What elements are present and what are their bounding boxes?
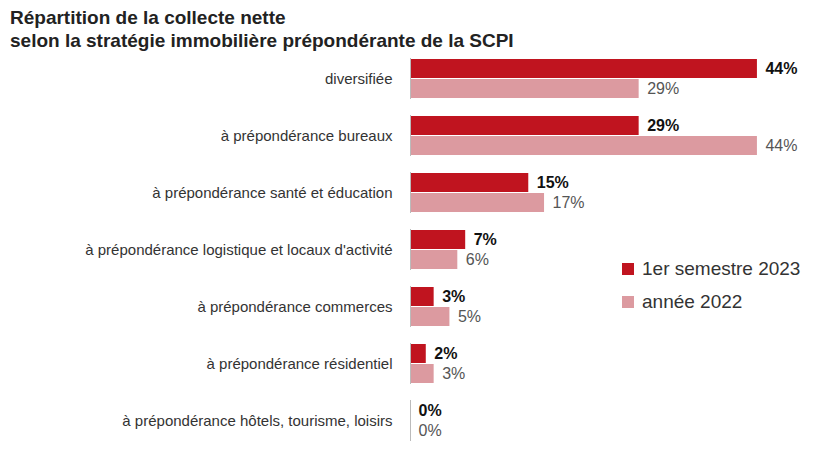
svg-text:29%: 29% (647, 117, 679, 134)
svg-text:44%: 44% (765, 60, 797, 77)
svg-text:2%: 2% (434, 345, 457, 362)
svg-text:à prépondérance hôtels, touris: à prépondérance hôtels, tourisme, loisir… (122, 412, 392, 429)
html-text:année 2022: année 2022 (642, 290, 743, 312)
svg-text:17%: 17% (553, 194, 585, 211)
svg-text:44%: 44% (765, 137, 797, 154)
svg-text:diversifiée: diversifiée (325, 70, 393, 87)
svg-text:0%: 0% (419, 422, 442, 439)
svg-text:15%: 15% (537, 174, 569, 191)
svg-text:à prépondérance commerces: à prépondérance commerces (197, 298, 392, 315)
svg-text:3%: 3% (442, 365, 465, 382)
svg-text:6%: 6% (466, 251, 489, 268)
svg-text:3%: 3% (442, 288, 465, 305)
svg-text:0%: 0% (419, 402, 442, 419)
svg-text:7%: 7% (474, 231, 497, 248)
html-text:1er semestre 2023: 1er semestre 2023 (642, 257, 801, 279)
svg-text:à prépondérance santé et éduca: à prépondérance santé et éducation (152, 184, 392, 201)
svg-text:à prépondérance logistique et: à prépondérance logistique et locaux d'a… (85, 241, 392, 258)
html-text:Répartition de la collecte net: Répartition de la collecte nette selon l… (10, 7, 514, 51)
svg-text:à prépondérance résidentiel: à prépondérance résidentiel (207, 355, 393, 372)
svg-text:29%: 29% (647, 80, 679, 97)
svg-text:5%: 5% (458, 308, 481, 325)
svg-text:à prépondérance bureaux: à prépondérance bureaux (221, 127, 393, 144)
